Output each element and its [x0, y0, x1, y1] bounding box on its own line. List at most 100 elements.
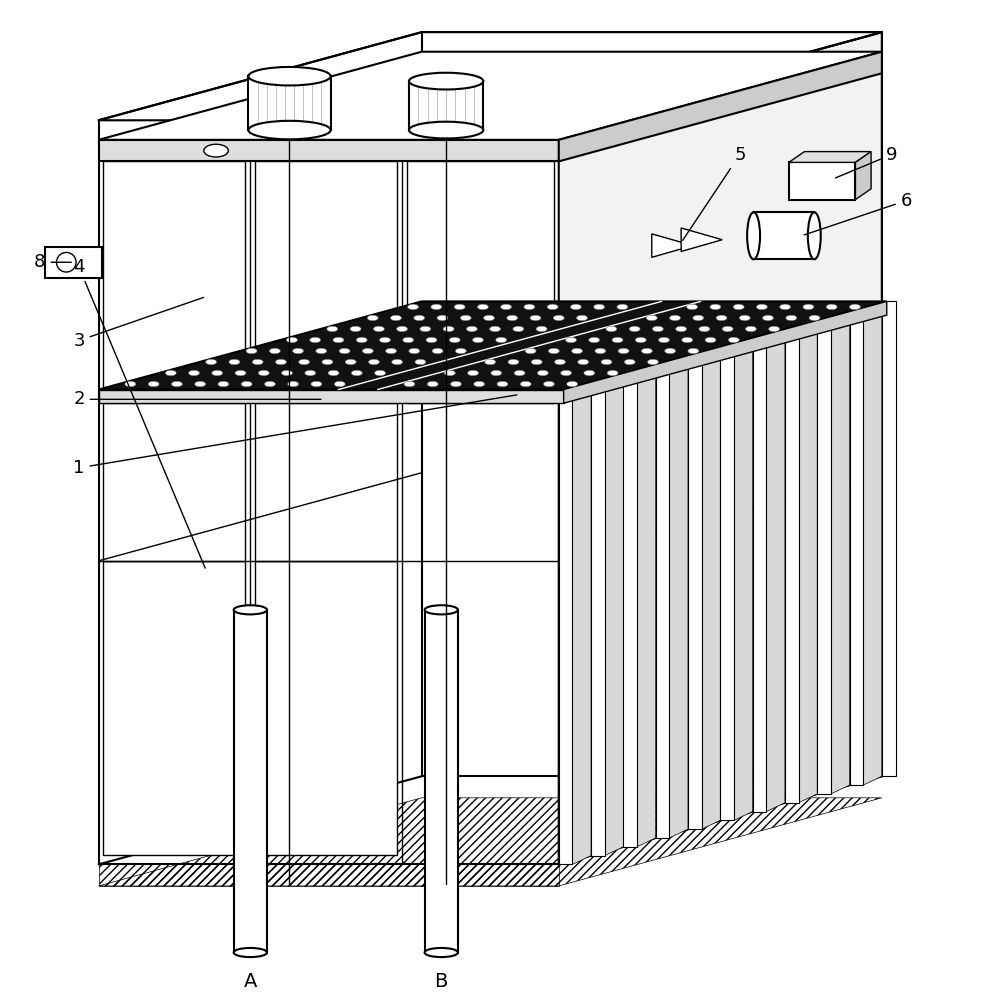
Bar — [409, 81, 483, 130]
Ellipse shape — [125, 381, 136, 386]
Polygon shape — [882, 302, 896, 776]
Polygon shape — [702, 346, 720, 829]
Ellipse shape — [561, 371, 572, 375]
Polygon shape — [720, 346, 734, 821]
Ellipse shape — [554, 360, 565, 365]
Ellipse shape — [241, 381, 252, 386]
Ellipse shape — [646, 315, 657, 321]
Ellipse shape — [687, 304, 698, 310]
Ellipse shape — [607, 371, 618, 375]
Ellipse shape — [454, 304, 465, 310]
Ellipse shape — [501, 304, 512, 310]
Polygon shape — [255, 403, 397, 561]
Ellipse shape — [565, 338, 576, 343]
Ellipse shape — [379, 338, 390, 343]
Ellipse shape — [234, 606, 267, 615]
Polygon shape — [103, 403, 245, 561]
Polygon shape — [637, 364, 656, 847]
Ellipse shape — [368, 360, 379, 365]
Polygon shape — [605, 372, 623, 856]
Ellipse shape — [397, 327, 408, 332]
Ellipse shape — [525, 349, 536, 354]
Ellipse shape — [404, 381, 415, 386]
Ellipse shape — [414, 315, 425, 321]
Ellipse shape — [305, 371, 316, 375]
Ellipse shape — [826, 304, 837, 310]
Ellipse shape — [415, 360, 426, 365]
Polygon shape — [99, 121, 559, 865]
Ellipse shape — [652, 327, 663, 332]
Ellipse shape — [490, 327, 501, 332]
Ellipse shape — [450, 381, 461, 386]
Ellipse shape — [601, 360, 612, 365]
Ellipse shape — [507, 315, 518, 321]
Polygon shape — [572, 380, 591, 865]
Ellipse shape — [728, 338, 739, 343]
Polygon shape — [850, 310, 863, 785]
Ellipse shape — [584, 371, 595, 375]
Polygon shape — [623, 372, 637, 847]
Ellipse shape — [449, 338, 460, 343]
Polygon shape — [103, 161, 245, 403]
Ellipse shape — [269, 349, 280, 354]
Ellipse shape — [537, 371, 548, 375]
Ellipse shape — [299, 360, 310, 365]
Ellipse shape — [333, 338, 344, 343]
Text: 1: 1 — [73, 394, 517, 477]
Text: 9: 9 — [835, 145, 897, 178]
Ellipse shape — [570, 304, 581, 310]
Ellipse shape — [420, 327, 431, 332]
Ellipse shape — [531, 360, 542, 365]
Ellipse shape — [409, 73, 483, 90]
Ellipse shape — [426, 338, 437, 343]
Ellipse shape — [282, 371, 293, 375]
Ellipse shape — [606, 327, 617, 332]
Ellipse shape — [780, 304, 791, 310]
Ellipse shape — [578, 360, 589, 365]
Polygon shape — [669, 355, 688, 838]
Polygon shape — [656, 364, 669, 838]
Ellipse shape — [665, 349, 676, 354]
Polygon shape — [564, 302, 887, 403]
Ellipse shape — [431, 304, 442, 310]
Ellipse shape — [264, 381, 275, 386]
Ellipse shape — [747, 212, 760, 259]
Ellipse shape — [375, 371, 386, 375]
Bar — [234, 610, 267, 952]
Ellipse shape — [849, 304, 860, 310]
Ellipse shape — [520, 381, 531, 386]
Ellipse shape — [676, 327, 687, 332]
Polygon shape — [99, 389, 564, 403]
Polygon shape — [255, 561, 397, 855]
Ellipse shape — [466, 327, 477, 332]
Ellipse shape — [756, 304, 767, 310]
Ellipse shape — [682, 338, 693, 343]
Ellipse shape — [543, 381, 554, 386]
Ellipse shape — [351, 371, 362, 375]
Ellipse shape — [474, 381, 485, 386]
Text: 8: 8 — [34, 253, 71, 271]
Ellipse shape — [286, 338, 297, 343]
Ellipse shape — [595, 349, 606, 354]
Polygon shape — [99, 32, 882, 121]
Ellipse shape — [345, 360, 356, 365]
Ellipse shape — [443, 327, 454, 332]
Ellipse shape — [311, 381, 322, 386]
Ellipse shape — [699, 327, 710, 332]
Ellipse shape — [745, 327, 756, 332]
Ellipse shape — [409, 122, 483, 138]
Ellipse shape — [705, 338, 716, 343]
Polygon shape — [799, 319, 817, 803]
Ellipse shape — [594, 304, 605, 310]
Ellipse shape — [195, 381, 206, 386]
Ellipse shape — [508, 360, 519, 365]
Polygon shape — [855, 151, 871, 199]
Ellipse shape — [739, 315, 750, 321]
Ellipse shape — [212, 371, 223, 375]
Polygon shape — [831, 310, 850, 794]
Ellipse shape — [327, 327, 338, 332]
Bar — [754, 212, 814, 259]
Ellipse shape — [390, 315, 401, 321]
Polygon shape — [789, 151, 871, 162]
Ellipse shape — [310, 338, 321, 343]
